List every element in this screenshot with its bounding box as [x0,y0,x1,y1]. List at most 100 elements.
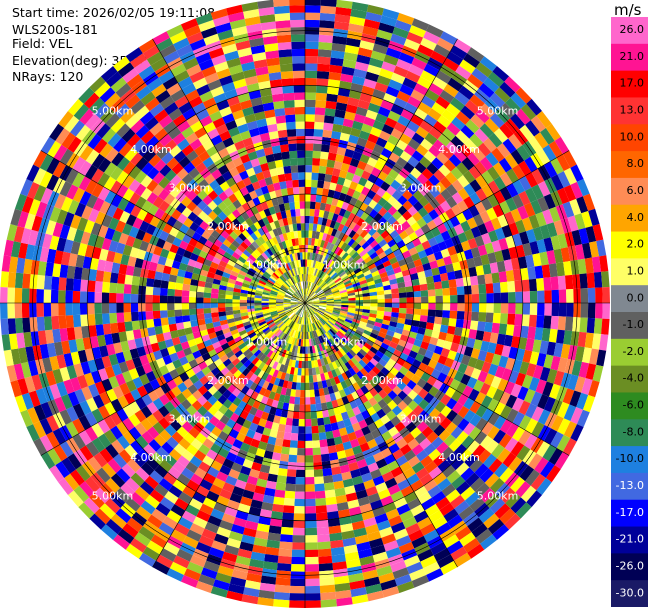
ppi-gate [391,190,403,201]
ppi-gate [271,452,282,461]
ppi-gate [312,143,322,152]
ppi-gate [526,363,537,378]
ppi-gate [315,194,323,203]
ppi-gate [365,259,375,267]
ppi-gate [286,476,296,485]
ppi-gate [434,281,443,290]
ppi-gate [21,288,30,303]
ppi-gate [65,277,74,291]
ppi-gate [289,0,305,6]
ppi-gate [488,230,499,243]
ppi-gate [297,157,305,166]
ppi-gate [311,298,320,302]
ppi-gate [325,100,337,110]
ppi-gate [356,351,365,360]
ppi-gate [479,293,487,303]
ppi-gate [519,465,535,482]
ppi-gate [345,316,354,322]
ppi-gate [299,397,305,405]
ppi-gate [363,232,372,242]
ppi-gate [535,211,547,227]
ppi-gate [407,156,420,168]
ppi-gate [368,57,384,69]
ppi-gate [563,184,577,202]
ppi-gate [486,207,498,221]
ppi-gate [510,257,521,271]
ppi-gate [452,261,462,272]
ppi-gate [273,100,285,110]
ppi-gate [434,233,445,244]
ppi-gate [369,208,379,219]
ppi-gate [328,318,336,325]
ppi-gate [305,491,316,500]
ppi-gate [72,290,81,303]
ppi-gate [370,95,384,107]
ppi-gate [217,298,226,303]
ppi-gate [353,354,362,363]
ppi-gate [333,21,350,31]
ppi-gate [499,172,513,187]
ppi-gate [499,405,513,420]
ppi-gate [466,257,476,269]
ppi-gate [343,279,352,286]
ppi-gate [295,477,305,485]
ppi-gate [94,313,103,326]
ppi-gate [338,328,347,335]
ppi-gate [336,0,353,9]
ppi-gate [316,253,321,262]
ppi-gate [362,292,370,297]
ppi-gate [363,364,372,374]
ppi-gate [479,210,491,224]
ppi-gate [395,371,405,381]
ppi-gate [314,476,324,485]
ppi-gate [508,346,519,360]
ppi-gate [454,269,463,280]
ppi-gate [569,198,582,216]
ppi-gate [359,279,368,286]
ppi-gate [167,316,176,325]
ppi-gate [381,123,395,135]
ppi-gate [316,519,329,528]
ppi-gate [494,365,506,379]
ppi-gate [340,291,348,296]
ppi-gate [301,368,305,376]
ppi-gate [493,162,506,177]
ppi-gate [387,238,397,248]
ppi-gate [334,230,342,239]
ppi-gate [217,303,226,308]
ppi-gate [553,219,565,236]
ppi-gate [152,287,161,296]
ppi-gate [295,128,305,137]
ppi-gate [323,324,330,332]
ppi-gate [500,292,509,303]
ppi-gate [445,263,455,273]
ppi-gate [493,462,509,478]
ppi-gate [512,179,525,195]
ppi-gate [417,207,429,218]
ppi-gate [540,461,555,479]
ppi-gate [309,396,316,405]
ppi-gate [405,285,414,293]
ppi-gate [285,483,296,492]
ppi-gate [131,320,141,331]
ppi-gate [225,298,233,303]
ppi-gate [400,108,414,121]
ppi-gate [305,12,321,21]
ppi-gate [507,313,516,326]
ppi-gate [378,239,388,248]
ppi-gate [359,92,373,103]
ppi-gate [499,467,514,483]
ppi-gate [146,318,155,328]
ppi-gate [289,600,305,608]
ppi-gate [217,293,226,299]
ppi-gate [288,143,298,152]
ppi-gate [300,375,305,383]
ppi-gate [358,323,367,330]
ppi-gate [532,253,542,267]
ppi-gate [380,147,393,159]
ppi-gate [451,179,464,193]
ppi-gate [376,187,387,198]
ppi-gate [285,417,293,426]
ppi-gate [483,453,497,469]
ppi-gate [474,128,489,143]
